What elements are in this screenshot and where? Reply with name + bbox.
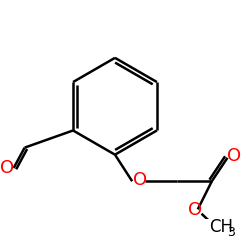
Text: O: O — [133, 171, 147, 189]
Text: O: O — [188, 201, 202, 219]
Text: CH: CH — [209, 218, 233, 236]
Text: O: O — [227, 147, 241, 165]
Text: O: O — [0, 159, 14, 177]
Text: 3: 3 — [227, 226, 235, 239]
